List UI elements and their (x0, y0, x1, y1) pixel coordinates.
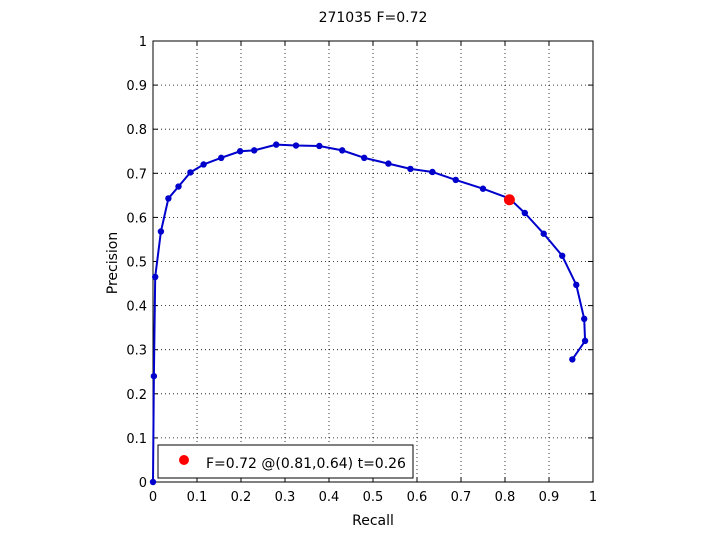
series-point (157, 228, 165, 235)
series-point (479, 185, 487, 192)
series-point (452, 176, 459, 184)
x-tick-label: 0.4 (319, 490, 340, 505)
x-tick-label: 0.7 (451, 490, 472, 505)
series-point (581, 337, 589, 345)
x-tick-label: 0.8 (495, 490, 516, 505)
legend-label: F=0.72 @(0.81,0.64) t=0.26 (206, 456, 406, 472)
y-tick-label: 0.1 (126, 432, 147, 447)
series-point (251, 147, 258, 154)
series-point (152, 273, 159, 281)
y-tick-label: 0.9 (126, 79, 147, 94)
x-tick-label: 1 (589, 490, 597, 505)
x-tick-label: 0.6 (407, 490, 428, 505)
series-point (175, 183, 182, 190)
series-point (407, 165, 414, 173)
x-tick-label: 0.3 (275, 490, 296, 505)
legend-marker (179, 455, 189, 465)
series-point (581, 315, 588, 323)
y-tick-label: 0.2 (126, 388, 147, 403)
x-tick-label: 0 (149, 490, 157, 505)
series-point (187, 169, 194, 176)
x-tick-label: 0.5 (363, 490, 384, 505)
series-point (573, 281, 580, 289)
best-f-point (503, 194, 515, 206)
x-tick-labels: 0 0.1 0.2 0.3 0.4 0.5 0.6 0.7 0.8 0.9 1 (149, 490, 597, 505)
y-tick-label: 0.7 (126, 167, 147, 182)
series-point (339, 147, 346, 154)
series-point (540, 230, 547, 237)
series-point (385, 160, 392, 167)
y-tick-label: 0.5 (126, 256, 147, 271)
chart-title: 271035 F=0.72 (319, 10, 428, 26)
y-axis-title: Precision (105, 232, 121, 294)
series-point (316, 142, 323, 150)
series-point (429, 168, 436, 176)
y-tick-label: 0 (139, 476, 147, 491)
y-tick-label: 0.4 (126, 300, 147, 315)
series-point (273, 141, 280, 148)
x-tick-label: 0.2 (231, 490, 252, 505)
series-point (292, 142, 300, 149)
x-tick-label: 0.9 (539, 490, 560, 505)
y-tick-label: 1 (139, 35, 147, 50)
series-point (236, 148, 244, 155)
x-axis-title: Recall (352, 513, 394, 529)
series-point (559, 252, 566, 259)
series-point (149, 478, 157, 486)
x-tick-label: 0.1 (187, 490, 208, 505)
series-point (521, 209, 528, 217)
y-tick-label: 0.8 (126, 123, 147, 138)
series-layer (149, 141, 589, 486)
series-point (361, 154, 368, 162)
series-point (200, 161, 207, 168)
legend-box (157, 444, 414, 479)
series-point (165, 195, 172, 202)
series-point (569, 356, 576, 363)
grid (153, 41, 593, 482)
series-point (150, 372, 158, 380)
y-tick-label: 0.3 (126, 344, 147, 359)
y-tick-label: 0.6 (126, 211, 147, 226)
y-tick-labels: 0 0.1 0.2 0.3 0.4 0.5 0.6 0.7 0.8 0.9 1 (126, 35, 147, 491)
series-point (218, 154, 225, 162)
legend: F=0.72 @(0.81,0.64) t=0.26 (157, 444, 414, 479)
